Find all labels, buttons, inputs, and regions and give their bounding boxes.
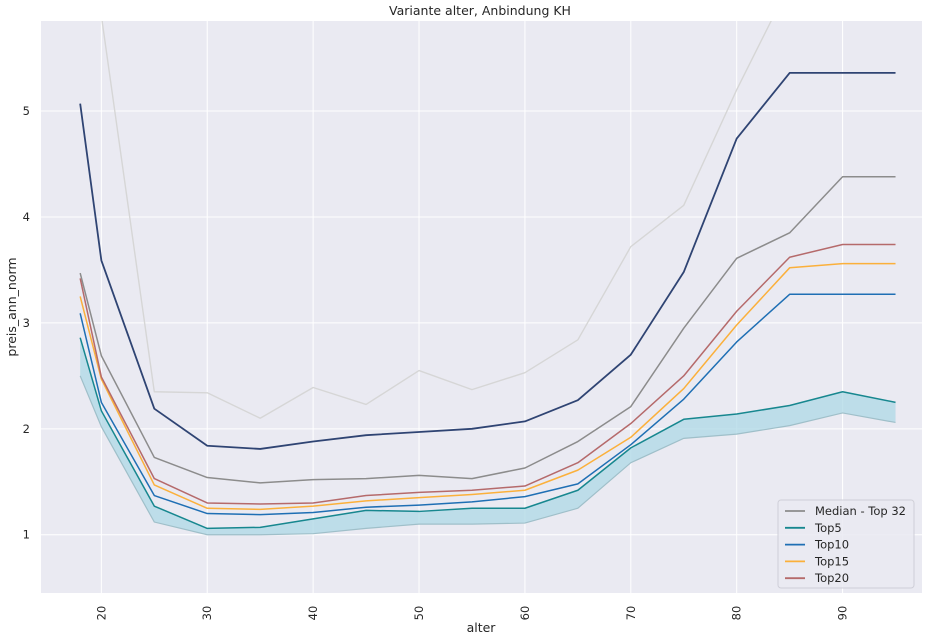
y-tick-label: 5 (23, 104, 30, 118)
confidence-band (80, 337, 896, 535)
x-tick-label: 60 (518, 606, 532, 621)
legend-label: Top10 (814, 538, 849, 552)
legend-label: Median - Top 32 (815, 504, 906, 518)
x-tick-label: 90 (836, 606, 850, 621)
y-axis-label: preis_ann_norm (4, 257, 19, 356)
top10-line (79, 293, 896, 516)
chart-title: Variante alter, Anbindung KH (389, 3, 571, 18)
x-axis-label: alter (467, 620, 497, 635)
y-tick-label: 1 (23, 528, 30, 542)
x-tick-label: 30 (200, 606, 214, 621)
x-tick-label: 50 (412, 606, 426, 621)
band-lower-edge (79, 375, 896, 536)
y-tick-label: 4 (23, 210, 30, 224)
y-tick-labels: 1 2 3 4 5 (23, 104, 30, 542)
x-tick-label: 20 (94, 606, 108, 621)
x-tick-label: 70 (624, 606, 638, 621)
x-tick-label: 80 (730, 606, 744, 621)
grid-lines (41, 21, 922, 593)
median-top-32-line (79, 175, 896, 484)
series-lines-layer (79, 21, 896, 530)
dark-navy-line (79, 72, 896, 450)
top20-line (79, 243, 896, 505)
top15-line (79, 262, 896, 511)
light-grey-line (101, 21, 772, 419)
legend: Median - Top 32 Top5 Top10 Top15 Top20 (777, 499, 915, 589)
top5-line (79, 337, 896, 530)
x-tick-labels: 20 30 40 50 60 70 80 90 (94, 606, 849, 621)
legend-box (777, 499, 915, 589)
x-tick-label: 40 (306, 606, 320, 621)
y-tick-label: 3 (23, 316, 30, 330)
legend-label: Top20 (814, 571, 849, 585)
y-tick-label: 2 (23, 422, 30, 436)
confidence-band-layer (79, 337, 896, 536)
legend-label: Top5 (814, 521, 842, 535)
legend-label: Top15 (814, 554, 849, 568)
